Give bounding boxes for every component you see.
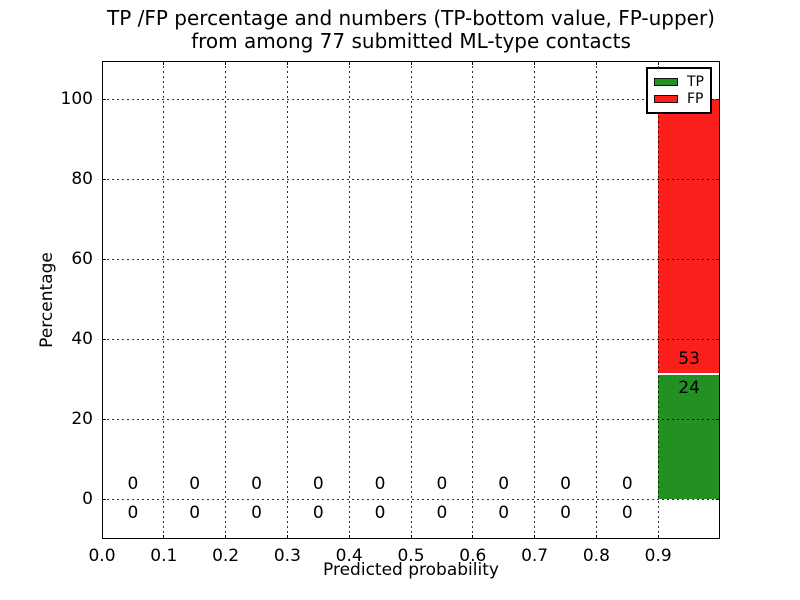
legend: TP FP [646,67,712,114]
x-tick-mark-top [286,61,288,65]
x-tick-mark-bottom [286,535,288,539]
y-tick-mark-right [716,98,720,100]
x-tick-label: 0.0 [88,546,116,566]
x-tick-mark-bottom [163,535,165,539]
x-gridline [163,61,165,539]
tp-count-label: 0 [374,503,386,523]
y-tick-mark-left [102,418,106,420]
plot-area: 0 0 0 0 0 0 0 0 0 0 0 0 0 0 0 0 0 0 53 24 [101,61,720,539]
x-tick-label: 0.3 [273,546,301,566]
x-tick-mark-top [472,61,474,65]
x-tick-mark-bottom [348,535,350,539]
x-gridline [534,61,536,539]
x-tick-mark-top [225,61,227,65]
y-tick-mark-right [716,498,720,500]
x-tick-mark-bottom [595,535,597,539]
x-tick-mark-top [657,61,659,65]
fp-swatch-icon [654,95,678,104]
x-gridline [225,61,227,539]
tp-count-label: 0 [560,503,571,523]
chart-title-line2: from among 77 submitted ML-type contacts [191,29,631,53]
legend-label: FP [687,91,704,108]
x-tick-mark-bottom [410,535,412,539]
tp-count-label: 24 [678,378,700,399]
x-gridline [286,61,288,539]
x-tick-mark-top [163,61,165,65]
fp-count-label: 0 [127,474,139,494]
x-tick-mark-bottom [101,535,103,539]
x-tick-mark-top [101,61,103,65]
x-tick-label: 0.6 [459,546,487,566]
fp-bar-segment [658,99,720,375]
tp-count-label: 0 [436,503,448,523]
x-gridline [348,61,350,539]
x-tick-label: 0.5 [397,546,425,566]
x-tick-label: 0.7 [521,546,549,566]
x-axis-label: Predicted probability [323,560,499,580]
legend-entry-tp: TP [654,75,704,89]
tp-swatch-icon [654,77,678,86]
fp-count-label: 0 [498,474,510,494]
y-tick-mark-left [102,258,106,260]
y-tick-label: 40 [71,329,93,349]
y-tick-mark-right [716,338,720,340]
fp-count-label: 0 [312,474,324,494]
legend-entry-fp: FP [654,92,704,106]
x-gridline [472,61,474,539]
fp-count-label: 53 [678,349,700,370]
x-tick-mark-bottom [472,535,474,539]
tp-count-label: 0 [189,503,201,523]
y-tick-label: 20 [71,409,93,429]
x-tick-label: 0.9 [644,546,672,566]
fp-count-label: 0 [621,474,633,494]
x-tick-mark-bottom [225,535,227,539]
y-tick-label: 0 [82,489,93,509]
tp-count-label: 0 [127,503,139,523]
fp-count-label: 0 [560,474,571,494]
y-tick-mark-right [716,258,720,260]
y-tick-label: 80 [71,169,93,189]
x-tick-label: 0.2 [212,546,240,566]
y-tick-mark-left [102,98,106,100]
bar-segment-divider [658,373,720,376]
y-tick-mark-right [716,418,720,420]
x-gridline [410,61,412,539]
y-tick-label: 100 [60,89,93,109]
y-tick-mark-right [716,178,720,180]
tp-count-label: 0 [498,503,510,523]
x-tick-mark-top [410,61,412,65]
x-tick-mark-top [348,61,350,65]
tp-bar-segment [658,374,720,499]
y-tick-label: 60 [71,249,93,269]
fp-count-label: 0 [251,474,262,494]
y-tick-mark-left [102,338,106,340]
tp-count-label: 0 [251,503,262,523]
y-tick-mark-left [102,178,106,180]
fp-count-label: 0 [374,474,386,494]
x-tick-mark-top [534,61,536,65]
fp-count-label: 0 [189,474,201,494]
x-tick-mark-top [595,61,597,65]
legend-label: TP [687,73,704,90]
tp-count-label: 0 [312,503,324,523]
chart-title: TP /FP percentage and numbers (TP-bottom… [102,7,720,53]
x-tick-label: 0.1 [150,546,178,566]
x-tick-mark-bottom [534,535,536,539]
tp-count-label: 0 [621,503,633,523]
x-gridline [657,61,659,539]
x-tick-label: 0.8 [582,546,610,566]
x-tick-mark-bottom [657,535,659,539]
chart-title-line1: TP /FP percentage and numbers (TP-bottom… [107,6,715,30]
x-gridline [595,61,597,539]
fp-count-label: 0 [436,474,448,494]
x-tick-label: 0.4 [335,546,363,566]
y-tick-mark-left [102,498,106,500]
